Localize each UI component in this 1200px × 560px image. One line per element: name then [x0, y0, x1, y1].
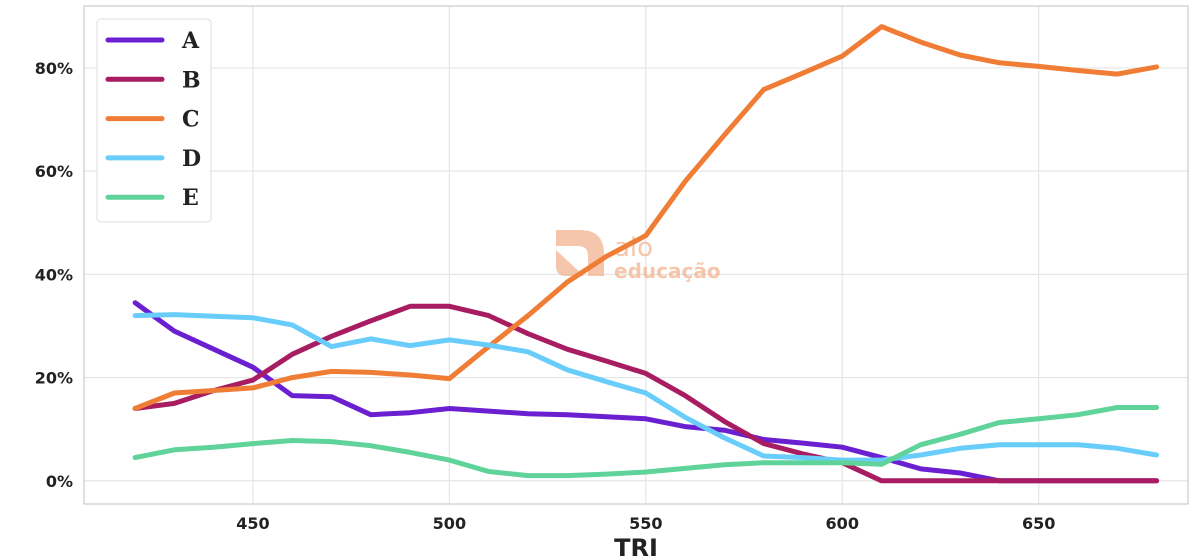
watermark-text-educacao: educação	[614, 259, 721, 283]
x-tick-label: 650	[1022, 514, 1055, 533]
y-tick-label: 80%	[35, 59, 73, 78]
y-tick-label: 20%	[35, 369, 73, 388]
plot-frame	[83, 5, 1189, 505]
series-line-c	[132, 24, 1160, 411]
series-line-e	[132, 405, 1160, 479]
y-tick-label: 60%	[35, 162, 73, 181]
x-tick-label: 600	[826, 514, 859, 533]
legend-label-e: E	[182, 185, 199, 211]
legend-label-c: C	[182, 107, 200, 133]
legend-label-d: D	[182, 146, 201, 172]
tick-labels: 0% 20% 40% 60% 80% 450 500 550 600 650	[35, 59, 1056, 533]
x-axis-title: TRI	[614, 534, 658, 560]
x-tick-label: 500	[433, 514, 466, 533]
legend-label-b: B	[182, 67, 201, 93]
y-tick-label: 40%	[35, 265, 73, 284]
x-tick-label: 450	[236, 514, 269, 533]
series-line-a	[132, 300, 1160, 484]
series-line-b	[132, 303, 1160, 484]
watermark-logo-mark-lower	[556, 250, 584, 276]
legend-label-a: A	[181, 28, 200, 54]
series-line-d	[132, 312, 1160, 463]
series-lines	[132, 24, 1160, 484]
y-tick-label: 0%	[46, 472, 73, 491]
x-tick-label: 550	[629, 514, 662, 533]
